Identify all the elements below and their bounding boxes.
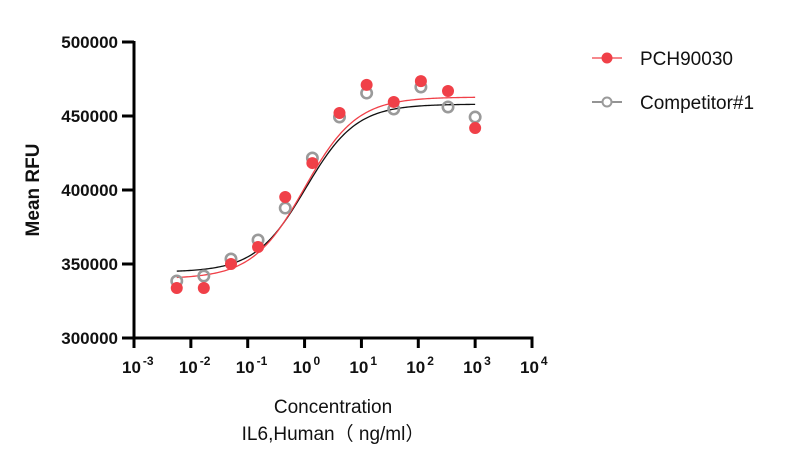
- x-tick-label: 10 3: [463, 354, 491, 377]
- legend-item-pch90030: PCH90030: [592, 49, 733, 70]
- data-point-pch90030: [197, 281, 210, 294]
- x-tick-label: 10 0: [293, 354, 321, 377]
- data-points: [170, 75, 482, 294]
- fit-curves: [176, 96, 476, 279]
- legend: PCH90030 Competitor#1: [592, 49, 754, 114]
- data-point-pch90030: [170, 281, 183, 294]
- data-point-competitor: [197, 269, 211, 283]
- x-axis-label-units: IL6,Human（ ng/ml）: [242, 423, 425, 445]
- y-axis: 300000 350000 400000 450000 500000: [61, 33, 136, 348]
- data-point-pch90030: [414, 75, 427, 88]
- data-point-competitor: [441, 100, 455, 114]
- fit-curve-pch90030: [176, 96, 476, 279]
- data-point-pch90030: [442, 84, 455, 97]
- y-axis-label: Mean RFU: [23, 144, 44, 237]
- data-point-pch90030: [387, 95, 400, 108]
- data-point-pch90030: [360, 78, 373, 91]
- legend-item-competitor: Competitor#1: [592, 93, 754, 114]
- data-point-pch90030: [224, 258, 237, 270]
- x-axis-label: Concentration: [274, 397, 392, 418]
- y-tick-label: 300000: [61, 329, 118, 348]
- x-tick-label: 10 -3: [122, 354, 154, 377]
- x-axis: 10 -3 10 -2 10 -1 10 0 10 1 10 2 10 3 10 4: [122, 336, 548, 377]
- data-point-pch90030: [333, 107, 346, 120]
- fit-curve-competitor: [176, 103, 476, 272]
- x-tick-label: 10 4: [520, 354, 548, 377]
- legend-marker-filled-circle: [601, 52, 613, 64]
- y-tick-label: 350000: [61, 255, 118, 274]
- x-tick-label: 10 2: [406, 354, 434, 377]
- y-tick-label: 400000: [61, 181, 118, 200]
- y-tick-label: 450000: [61, 107, 118, 126]
- legend-marker-open-circle: [601, 96, 613, 108]
- y-tick-label: 500000: [61, 33, 118, 52]
- data-point-pch90030: [252, 240, 265, 253]
- x-tick-label: 10 1: [349, 354, 377, 377]
- data-point-competitor: [468, 110, 482, 124]
- x-tick-label: 10 -1: [236, 354, 268, 377]
- x-tick-label: 10 -2: [179, 354, 211, 377]
- legend-label: Competitor#1: [640, 93, 754, 114]
- data-point-competitor: [278, 201, 292, 215]
- data-point-pch90030: [469, 121, 482, 134]
- data-point-pch90030: [306, 157, 319, 170]
- data-point-pch90030: [279, 190, 292, 203]
- legend-label: PCH90030: [640, 49, 733, 70]
